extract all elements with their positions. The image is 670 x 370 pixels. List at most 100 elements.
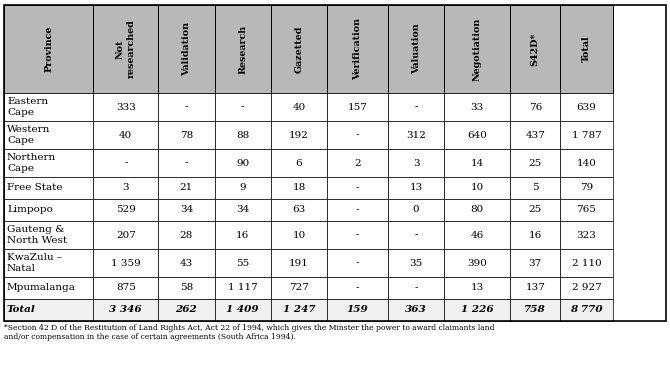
- Text: Validation: Validation: [182, 22, 191, 76]
- Text: 323: 323: [577, 231, 596, 239]
- Text: 40: 40: [292, 102, 306, 111]
- Text: 207: 207: [116, 231, 136, 239]
- Text: 0: 0: [413, 205, 419, 215]
- Bar: [388, 299, 444, 321]
- Text: 8 770: 8 770: [570, 306, 603, 314]
- Bar: [271, 5, 327, 93]
- Text: 6: 6: [295, 158, 302, 168]
- Text: Total: Total: [582, 36, 591, 62]
- Bar: [388, 199, 444, 221]
- Text: 159: 159: [346, 306, 368, 314]
- Text: 13: 13: [409, 184, 423, 192]
- Bar: [511, 249, 560, 277]
- Bar: [388, 5, 444, 93]
- Bar: [271, 177, 327, 199]
- Bar: [93, 249, 158, 277]
- Bar: [444, 149, 511, 177]
- Bar: [444, 277, 511, 299]
- Bar: [214, 277, 271, 299]
- Text: 16: 16: [529, 231, 542, 239]
- Bar: [444, 93, 511, 121]
- Bar: [560, 149, 613, 177]
- Text: -: -: [414, 231, 418, 239]
- Bar: [560, 177, 613, 199]
- Bar: [158, 93, 214, 121]
- Text: 43: 43: [180, 259, 193, 268]
- Bar: [4, 249, 93, 277]
- Bar: [271, 277, 327, 299]
- Text: 157: 157: [348, 102, 367, 111]
- Bar: [4, 121, 93, 149]
- Text: 140: 140: [577, 158, 596, 168]
- Text: -: -: [356, 231, 359, 239]
- Text: 34: 34: [236, 205, 249, 215]
- Text: 875: 875: [116, 283, 136, 293]
- Text: 10: 10: [292, 231, 306, 239]
- Text: 262: 262: [176, 306, 197, 314]
- Text: Verification: Verification: [353, 18, 362, 80]
- Bar: [4, 149, 93, 177]
- Bar: [158, 149, 214, 177]
- Bar: [560, 5, 613, 93]
- Bar: [560, 249, 613, 277]
- Bar: [93, 177, 158, 199]
- Bar: [93, 121, 158, 149]
- Text: 76: 76: [529, 102, 542, 111]
- Text: 529: 529: [116, 205, 136, 215]
- Text: 25: 25: [529, 205, 542, 215]
- Bar: [560, 299, 613, 321]
- Text: 1 359: 1 359: [111, 259, 141, 268]
- Bar: [93, 149, 158, 177]
- Text: 46: 46: [471, 231, 484, 239]
- Text: 10: 10: [471, 184, 484, 192]
- Bar: [271, 149, 327, 177]
- Text: 1 117: 1 117: [228, 283, 257, 293]
- Text: 1 226: 1 226: [461, 306, 494, 314]
- Bar: [511, 199, 560, 221]
- Text: 78: 78: [180, 131, 193, 139]
- Text: 312: 312: [406, 131, 426, 139]
- Text: 2 110: 2 110: [572, 259, 602, 268]
- Text: Limpopo: Limpopo: [7, 205, 53, 215]
- Text: 55: 55: [236, 259, 249, 268]
- Text: Eastern
Cape: Eastern Cape: [7, 97, 48, 117]
- Text: -: -: [185, 158, 188, 168]
- Bar: [560, 221, 613, 249]
- Text: S42D*: S42D*: [531, 32, 540, 66]
- Text: Northern
Cape: Northern Cape: [7, 153, 56, 173]
- Bar: [271, 199, 327, 221]
- Text: -: -: [356, 259, 359, 268]
- Text: 640: 640: [468, 131, 487, 139]
- Text: Gauteng &
North West: Gauteng & North West: [7, 225, 67, 245]
- Bar: [444, 299, 511, 321]
- Text: -: -: [356, 283, 359, 293]
- Bar: [327, 299, 388, 321]
- Text: 1 409: 1 409: [226, 306, 259, 314]
- Bar: [388, 249, 444, 277]
- Bar: [388, 149, 444, 177]
- Bar: [511, 121, 560, 149]
- Bar: [511, 277, 560, 299]
- Bar: [511, 149, 560, 177]
- Bar: [93, 93, 158, 121]
- Bar: [214, 121, 271, 149]
- Text: 90: 90: [236, 158, 249, 168]
- Bar: [158, 199, 214, 221]
- Text: 13: 13: [471, 283, 484, 293]
- Bar: [214, 299, 271, 321]
- Text: 28: 28: [180, 231, 193, 239]
- Text: Mpumalanga: Mpumalanga: [7, 283, 76, 293]
- Text: 3 346: 3 346: [109, 306, 142, 314]
- Text: Not
researched: Not researched: [116, 20, 135, 78]
- Text: Province: Province: [44, 26, 53, 72]
- Text: Valuation: Valuation: [411, 24, 421, 74]
- Bar: [158, 299, 214, 321]
- Text: KwaZulu –
Natal: KwaZulu – Natal: [7, 253, 62, 273]
- Bar: [214, 249, 271, 277]
- Text: 40: 40: [119, 131, 133, 139]
- Text: Total: Total: [7, 306, 36, 314]
- Bar: [388, 93, 444, 121]
- Text: -: -: [414, 283, 418, 293]
- Text: 333: 333: [116, 102, 136, 111]
- Bar: [158, 277, 214, 299]
